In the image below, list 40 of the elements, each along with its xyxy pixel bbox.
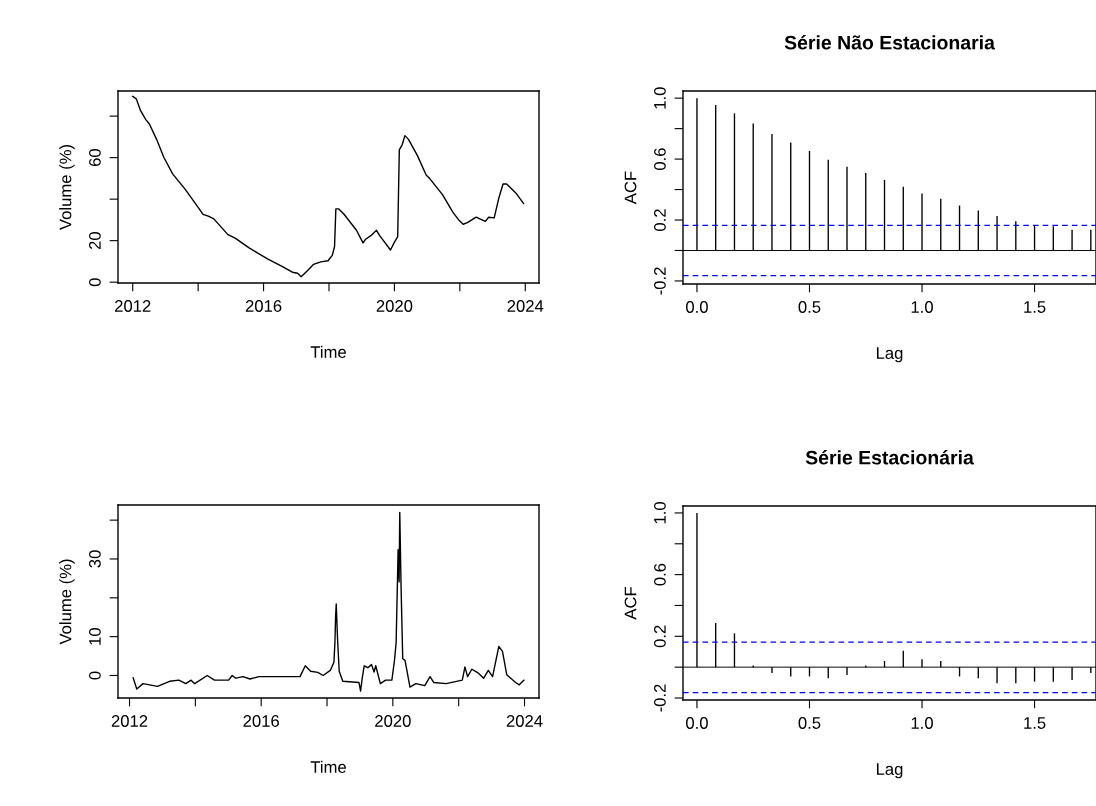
y-tick-label: 20 [89,232,101,250]
y-tick-label: 0.2 [654,209,666,231]
x-tick-label: 2020 [375,715,411,727]
y-tick-label: 30 [89,550,101,568]
y-tick-label: 1.0 [654,502,666,524]
y-tick-label: 0 [89,671,101,680]
x-tick-label: 2012 [115,300,151,312]
x-tick-label: 1.5 [1024,301,1046,313]
x-tick-label: 1.5 [1024,717,1046,729]
x-tick-label: 0.5 [798,301,821,313]
x-tick-label: 0.0 [686,301,708,313]
x-axis-title: Lag [876,763,903,779]
y-tick-label: 1.0 [654,87,666,109]
chart-title: Série Estacionária [805,450,974,465]
x-tick-label: 2020 [376,300,413,312]
x-tick-label: 2016 [245,300,282,312]
y-tick-label: 0 [89,278,101,287]
x-tick-label: 0.5 [798,717,821,729]
x-axis-title: Time [310,345,346,358]
x-tick-label: 2016 [243,715,279,727]
y-tick-label: 0.6 [654,148,666,171]
y-tick-label: -0.2 [654,684,666,712]
y-axis-title: ACF [624,587,637,620]
y-tick-label: 0.2 [654,625,666,648]
y-tick-label: -0.2 [654,267,666,295]
y-axis-title: Volume (%) [59,559,75,645]
x-tick-label: 2024 [506,715,543,727]
x-tick-label: 2012 [111,715,148,727]
y-tick-label: 60 [89,149,101,167]
y-axis-title: Volume (%) [59,144,75,230]
x-axis-title: Time [310,760,346,773]
x-tick-label: 2024 [507,300,544,312]
y-tick-label: 10 [89,628,101,645]
y-axis-title: ACF [624,171,637,205]
chart-title: Série Não Estacionaria [784,35,995,50]
x-tick-label: 1.0 [911,301,933,313]
y-tick-label: 0.6 [654,563,666,586]
x-tick-label: 0.0 [686,717,708,729]
x-tick-label: 1.0 [911,717,933,729]
x-axis-title: Lag [876,347,903,363]
